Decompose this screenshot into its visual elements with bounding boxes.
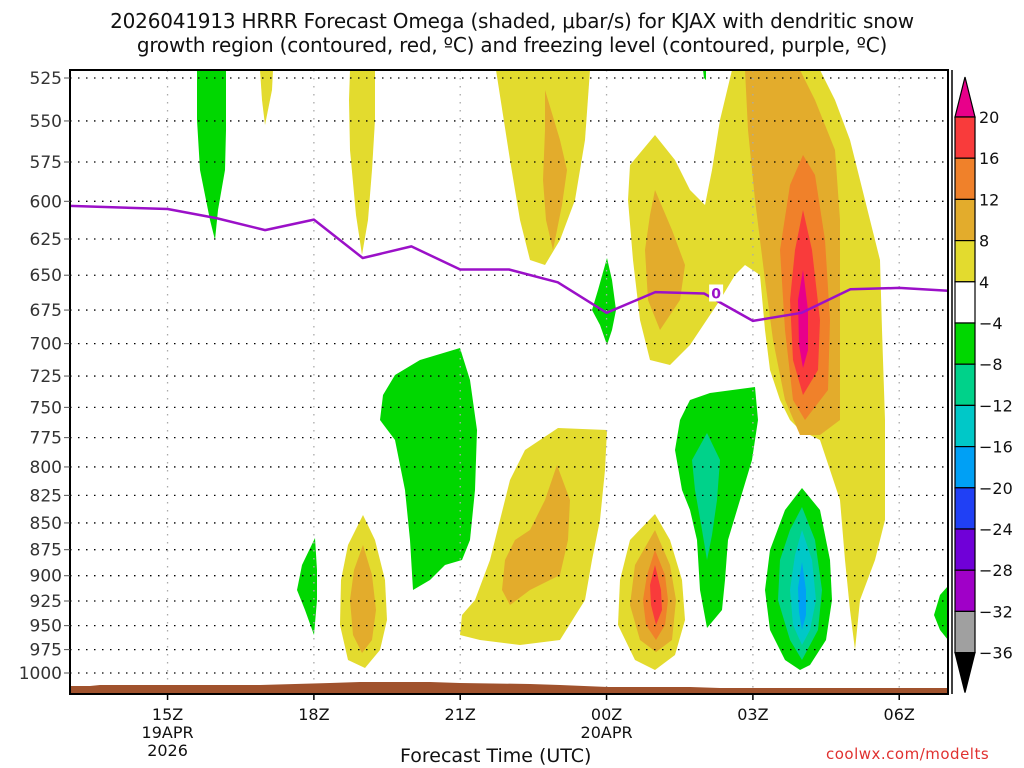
- omega-shade-13: [380, 348, 477, 590]
- omega-shade-24: [692, 433, 720, 560]
- y-tick-label-550: 550: [30, 112, 62, 132]
- omega-shade-15: [502, 465, 570, 605]
- credit-link[interactable]: coolwx.com/modelts: [826, 745, 990, 763]
- omega-shade-3: [645, 190, 685, 330]
- colorbar-label-5: −4: [979, 314, 1003, 333]
- colorbar-label-0: 20: [979, 108, 999, 127]
- y-tick-label-875: 875: [30, 541, 62, 561]
- colorbar: 20 16 12 8 4 −4 −8 −12 −16 −20 −24 −28 −32 −36: [951, 70, 1013, 694]
- y-tick-label-925: 925: [30, 592, 62, 612]
- colorbar-swatch--8_-4: [954, 322, 976, 365]
- omega-shade-2: [543, 90, 567, 250]
- omega-shade-0: [496, 70, 590, 265]
- y-tick-label-975: 975: [30, 641, 62, 661]
- omega-shading: [197, 70, 948, 670]
- colorbar-swatch-12_16: [954, 157, 976, 200]
- colorbar-label-3: 8: [979, 232, 989, 251]
- colorbar-label-13: −36: [979, 644, 1013, 663]
- x-tick-date-00Z: 20APR: [581, 723, 633, 742]
- x-tick-label-06Z: 06Z: [884, 705, 915, 724]
- x-tick-label-15Z: 15Z: [152, 705, 183, 724]
- freezing-level-label: 0: [711, 287, 721, 303]
- x-tick-label-21Z: 21Z: [445, 705, 476, 724]
- y-tick-label-725: 725: [30, 367, 62, 387]
- y-tick-label-750: 750: [30, 398, 62, 418]
- omega-shade-18: [350, 545, 376, 653]
- colorbar-arrow-bottom: [954, 652, 976, 693]
- x-tick-label-00Z: 00Z: [591, 705, 622, 724]
- y-tick-label-525: 525: [30, 69, 62, 89]
- omega-shade-22: [650, 565, 662, 625]
- y-axis: 525 550 575 600 625 650 675 700 725 750 775 800 825 8…: [19, 69, 70, 684]
- colorbar-swatch--36_-32: [954, 610, 976, 654]
- y-tick-label-775: 775: [30, 429, 62, 449]
- y-tick-label-900: 900: [30, 567, 62, 587]
- colorbar-label-4: 4: [979, 273, 989, 292]
- contour-label-bg: [709, 284, 724, 302]
- omega-shade-11: [703, 70, 706, 80]
- x-tick-date-15Z: 19APR: [142, 723, 194, 742]
- y-tick-label-800: 800: [30, 458, 62, 478]
- x-tick-label-18Z: 18Z: [298, 705, 329, 724]
- y-tick-label-825: 825: [30, 486, 62, 506]
- y-tick-label-850: 850: [30, 514, 62, 534]
- y-tick-label-950: 950: [30, 617, 62, 637]
- omega-shade-9: [260, 70, 273, 125]
- colorbar-label-12: −32: [979, 602, 1013, 621]
- y-tick-label-1000: 1000: [19, 664, 62, 684]
- chart-title-line-1: 2026041913 HRRR Forecast Omega (shaded, …: [110, 9, 914, 33]
- colorbar-swatch--12_-8: [954, 363, 976, 407]
- terrain-fill: [70, 682, 948, 694]
- chart-title-line-2: growth region (contoured, red, ºC) and f…: [136, 33, 888, 57]
- freezing-level-line: [70, 204, 948, 323]
- freezing-level-contour: 0: [70, 204, 948, 323]
- colorbar-label-8: −16: [979, 438, 1013, 457]
- colorbar-label-2: 12: [979, 190, 999, 209]
- colorbar-arrow-top: [954, 76, 976, 118]
- gridlines: [70, 70, 948, 694]
- colorbar-label-9: −20: [979, 479, 1013, 498]
- y-tick-label-625: 625: [30, 230, 62, 250]
- y-tick-label-575: 575: [30, 153, 62, 173]
- omega-shade-8: [197, 70, 226, 240]
- y-tick-label-600: 600: [30, 192, 62, 212]
- colorbar-swatch--32_-28: [954, 569, 976, 613]
- omega-shade-23: [675, 387, 758, 628]
- colorbar-swatch--28_-24: [954, 528, 976, 571]
- colorbar-swatch-4_8: [954, 240, 976, 283]
- colorbar-label-7: −12: [979, 396, 1013, 415]
- colorbar-swatch--24_-20: [954, 487, 976, 530]
- terrain: [70, 682, 948, 694]
- omega-shade-28: [798, 562, 806, 630]
- colorbar-label-6: −8: [979, 355, 1003, 374]
- colorbar-label-11: −28: [979, 561, 1013, 580]
- colorbar-label-10: −24: [979, 520, 1013, 539]
- y-tick-label-650: 650: [30, 266, 62, 286]
- x-axis-title: Forecast Time (UTC): [400, 745, 592, 767]
- colorbar-swatch-8_12: [954, 198, 976, 242]
- omega-shade-16: [297, 538, 317, 635]
- omega-shade-10: [349, 70, 375, 255]
- y-tick-label-675: 675: [30, 301, 62, 321]
- colorbar-swatch--20_-16: [954, 446, 976, 489]
- plot-frame: [69, 69, 949, 695]
- omega-shade-7: [798, 270, 808, 368]
- colorbar-swatch-16_20: [954, 116, 976, 159]
- x-tick-label-03Z: 03Z: [737, 705, 768, 724]
- colorbar-swatch--4_4: [954, 281, 976, 324]
- colorbar-swatch--16_-12: [954, 404, 976, 448]
- colorbar-label-1: 16: [979, 149, 999, 168]
- omega-shade-12: [592, 258, 616, 345]
- x-tick-year-15Z: 2026: [147, 741, 188, 760]
- omega-shade-29: [934, 586, 948, 640]
- y-tick-label-700: 700: [30, 335, 62, 355]
